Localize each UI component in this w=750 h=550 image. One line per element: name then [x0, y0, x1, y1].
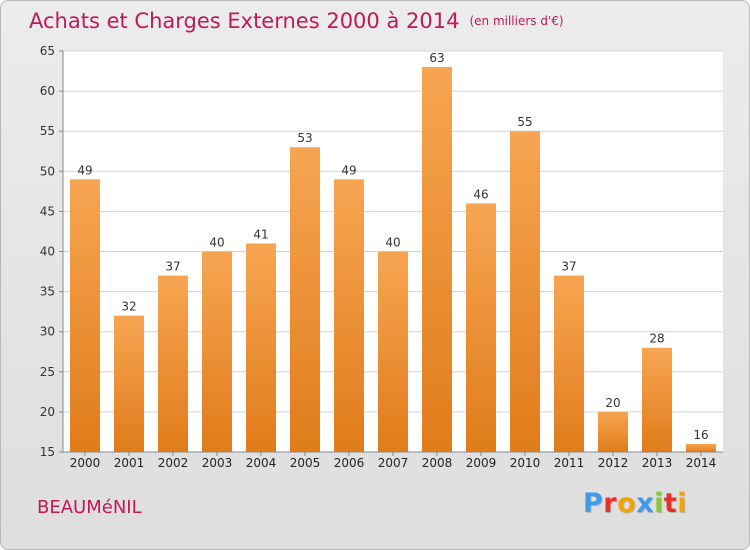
proxiti-logo: Proxiti [583, 488, 687, 519]
y-tick-label: 20 [40, 405, 55, 419]
x-tick-label: 2010 [510, 456, 541, 470]
x-tick-label: 2002 [158, 456, 189, 470]
chart-title-text: Achats et Charges Externes 2000 à 2014 [29, 9, 460, 33]
x-tick-label: 2001 [114, 456, 145, 470]
x-tick-label: 2009 [466, 456, 497, 470]
logo-letter: r [603, 488, 618, 519]
y-tick-label: 30 [40, 325, 55, 339]
bar [202, 251, 232, 452]
y-tick-label: 25 [40, 365, 55, 379]
logo-letter: P [583, 488, 604, 519]
bar [642, 347, 672, 452]
data-label: 53 [297, 131, 312, 145]
x-tick-label: 2004 [246, 456, 277, 470]
data-label: 46 [473, 187, 488, 201]
x-tick-label: 2005 [290, 456, 321, 470]
bar [378, 251, 408, 452]
commune-name: BEAUMéNIL [37, 497, 142, 518]
data-label: 37 [561, 260, 576, 274]
y-tick-label: 60 [40, 84, 55, 98]
logo-letter: o [617, 488, 637, 519]
x-tick-label: 2012 [598, 456, 629, 470]
data-label: 40 [385, 236, 400, 250]
data-label: 49 [77, 163, 92, 177]
data-label: 37 [165, 260, 180, 274]
x-tick-label: 2011 [554, 456, 585, 470]
data-label: 55 [517, 115, 532, 129]
y-tick-label: 65 [40, 44, 55, 58]
bar [70, 179, 100, 452]
x-tick-label: 2006 [334, 456, 365, 470]
data-label: 32 [121, 300, 136, 314]
bar [686, 443, 716, 452]
data-label: 40 [209, 236, 224, 250]
data-label: 49 [341, 163, 356, 177]
bar [510, 131, 540, 452]
y-tick-label: 40 [40, 245, 55, 259]
logo-letter: t [663, 488, 678, 519]
bar [334, 179, 364, 452]
chart-unit: (en milliers d'€) [469, 14, 564, 28]
y-tick-label: 15 [40, 445, 55, 459]
bar [290, 147, 320, 453]
bar [466, 203, 496, 452]
bar [114, 315, 144, 452]
axes: 15 20 25 30 35 40 45 50 55 60 65 2000 2001 2002 2003 20… [40, 44, 723, 470]
x-tick-label: 2014 [686, 456, 717, 470]
x-tick-label: 2007 [378, 456, 409, 470]
y-tick-label: 55 [40, 124, 55, 138]
bars: 49 32 37 40 41 53 49 40 63 46 55 37 20 28 16 [70, 51, 716, 453]
bar [246, 243, 276, 452]
bar [158, 275, 188, 452]
y-tick-label: 50 [40, 164, 55, 178]
y-tick-label: 45 [40, 204, 55, 218]
x-tick-label: 2008 [422, 456, 453, 470]
data-label: 41 [253, 227, 268, 241]
chart-title: Achats et Charges Externes 2000 à 2014 (e… [29, 9, 564, 33]
bar [554, 275, 584, 452]
x-tick-label: 2003 [202, 456, 233, 470]
logo-letter: i [677, 488, 688, 519]
bar [422, 67, 452, 452]
y-tick-label: 35 [40, 285, 55, 299]
bar [598, 411, 628, 452]
data-label: 16 [693, 428, 708, 442]
data-label: 63 [429, 51, 444, 65]
x-tick-label: 2013 [642, 456, 673, 470]
logo-letter: i [654, 488, 664, 519]
data-label: 20 [605, 396, 620, 410]
logo-letter: x [636, 488, 655, 519]
data-label: 28 [649, 332, 664, 346]
x-tick-label: 2000 [70, 456, 101, 470]
